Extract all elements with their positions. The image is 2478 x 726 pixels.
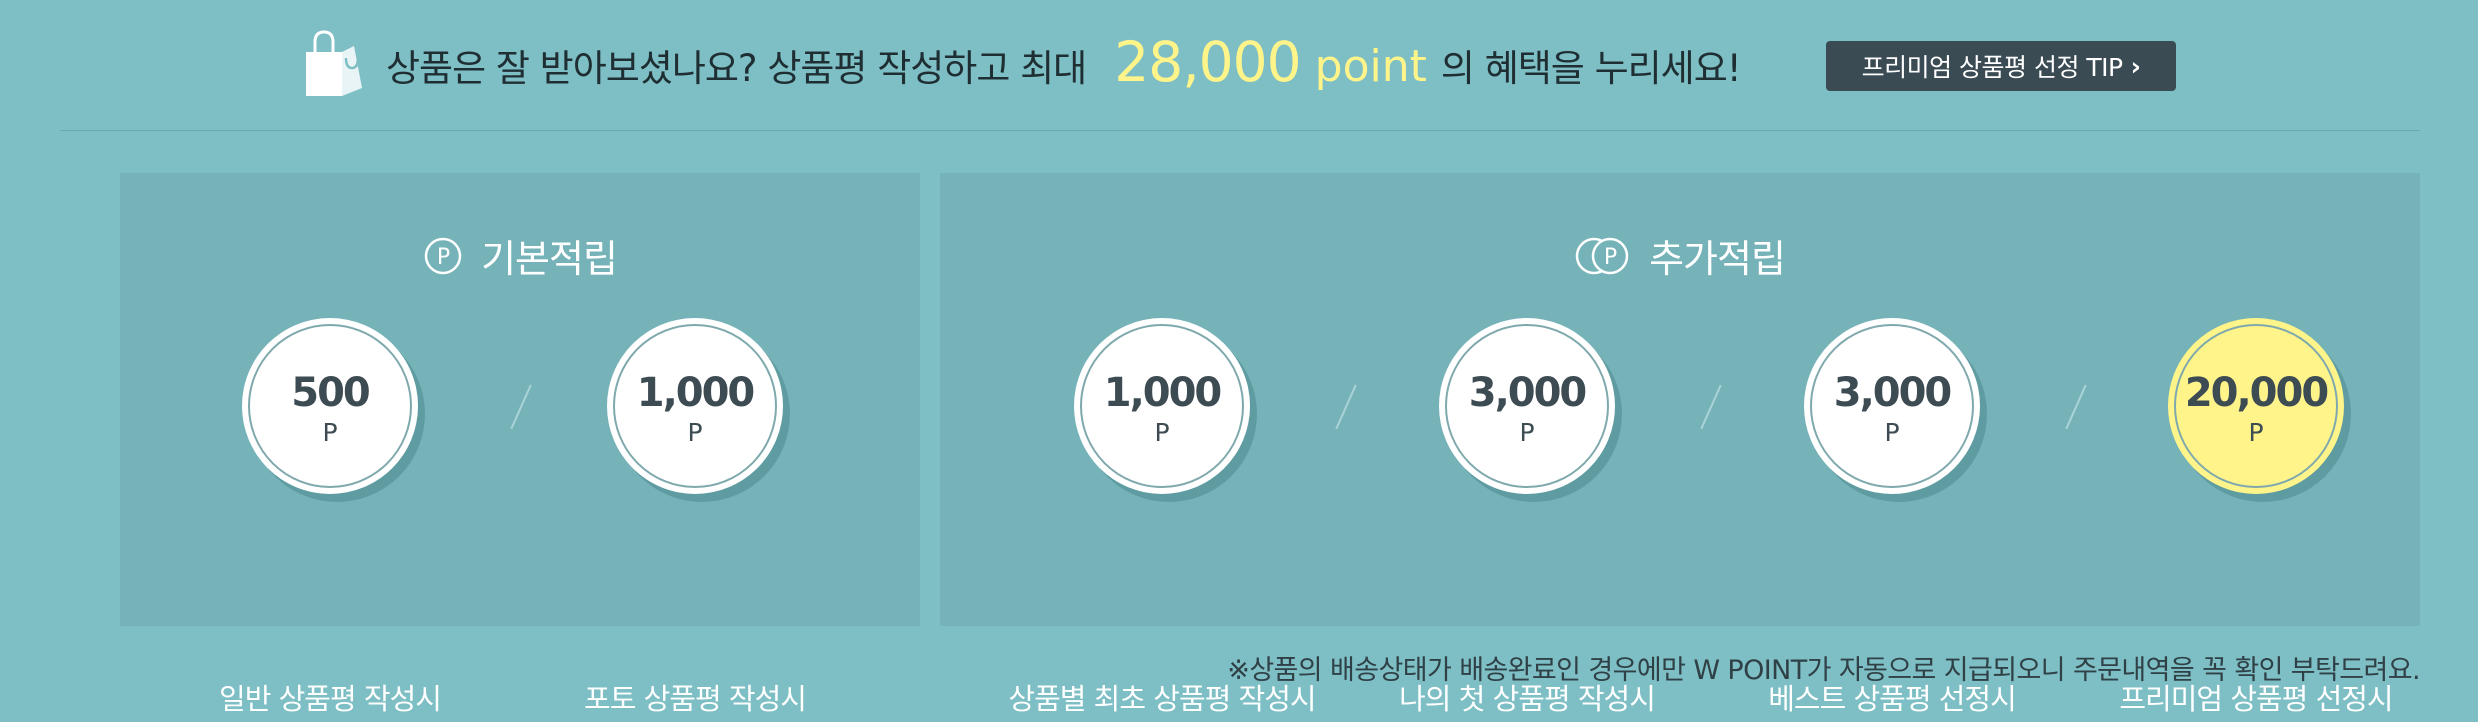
point-item-label: 일반 상품평 작성시 — [219, 682, 442, 716]
point-circle: 3,000 P — [1804, 318, 1980, 494]
headline-prefix: 상품은 잘 받아보셨나요? 상품평 작성하고 최대 — [386, 47, 1087, 90]
point-item-label: 프리미엄 상품평 선정시 — [2119, 682, 2393, 716]
point-item-first-review-per-product: 1,000 P 상품별 최초 상품평 작성시 — [1008, 318, 1317, 716]
point-item-my-first-review: 3,000 P 나의 첫 상품평 작성시 — [1397, 318, 1657, 716]
point-item-label: 나의 첫 상품평 작성시 — [1399, 682, 1656, 716]
headline-points: 28,000 — [1114, 30, 1301, 94]
separator-slash — [1700, 384, 1722, 430]
double-point-coin-icon: P — [1575, 237, 1629, 274]
point-item-general-review: 500 P 일반 상품평 작성시 — [200, 318, 460, 716]
basic-points-panel: P 기본적립 500 P 일반 상품평 작성시 1,000 P 포토 상품평 작… — [120, 173, 920, 716]
point-amount: 20,000 — [2184, 370, 2329, 416]
point-item-label: 베스트 상품평 선정시 — [1768, 682, 2017, 716]
point-unit: P — [2248, 418, 2264, 447]
point-item-label: 포토 상품평 작성시 — [584, 682, 807, 716]
separator-slash — [2065, 384, 2087, 430]
point-amount: 3,000 — [1468, 370, 1588, 416]
point-amount: 1,000 — [636, 370, 756, 416]
extra-points-title-text: 추가적립 — [1649, 237, 1786, 281]
delivery-notice: ※상품의 배송상태가 배송완료인 경우에만 W POINT가 자동으로 지급되오… — [1227, 655, 2420, 686]
shopping-bag-icon — [306, 30, 362, 96]
point-item-photo-review: 1,000 P 포토 상품평 작성시 — [565, 318, 825, 716]
extra-points-title: P 추가적립 — [940, 228, 2420, 283]
point-circle-highlight: 20,000 P — [2168, 318, 2344, 494]
header-divider — [60, 130, 2420, 131]
extra-points-panel: P 추가적립 1,000 P 상품별 최초 상품평 작성시 3,000 P 나의… — [940, 173, 2420, 716]
svg-text:P: P — [1604, 245, 1617, 270]
point-circle: 3,000 P — [1439, 318, 1615, 494]
separator-slash — [510, 384, 532, 430]
point-circle: 1,000 P — [607, 318, 783, 494]
chevron-right-icon: › — [2130, 51, 2141, 81]
banner-header: 상품은 잘 받아보셨나요? 상품평 작성하고 최대 28,000 point 의… — [0, 0, 2478, 130]
point-unit: P — [1154, 418, 1170, 447]
point-unit: P — [1519, 418, 1535, 447]
point-circle: 1,000 P — [1074, 318, 1250, 494]
basic-points-title: P 기본적립 — [120, 228, 920, 283]
point-unit: P — [322, 418, 338, 447]
svg-text:P: P — [437, 245, 450, 270]
point-item-label: 상품별 최초 상품평 작성시 — [1008, 682, 1316, 716]
point-unit: P — [687, 418, 703, 447]
point-item-premium-review: 20,000 P 프리미엄 상품평 선정시 — [2119, 318, 2394, 716]
point-item-best-review: 3,000 P 베스트 상품평 선정시 — [1762, 318, 2022, 716]
headline-points-unit: point — [1314, 41, 1427, 92]
point-unit: P — [1884, 418, 1900, 447]
premium-review-tip-button[interactable]: 프리미엄 상품평 선정 TIP › — [1826, 41, 2176, 91]
point-amount: 500 — [291, 370, 371, 416]
tip-button-label: 프리미엄 상품평 선정 TIP — [1861, 53, 2124, 82]
headline: 상품은 잘 받아보셨나요? 상품평 작성하고 최대 28,000 point 의… — [386, 30, 1742, 102]
point-coin-icon: P — [424, 237, 462, 274]
separator-slash — [1335, 384, 1357, 430]
point-amount: 3,000 — [1833, 370, 1953, 416]
point-circle: 500 P — [242, 318, 418, 494]
basic-points-title-text: 기본적립 — [481, 237, 618, 281]
headline-suffix: 의 혜택을 누리세요! — [1440, 47, 1742, 90]
point-amount: 1,000 — [1103, 370, 1223, 416]
